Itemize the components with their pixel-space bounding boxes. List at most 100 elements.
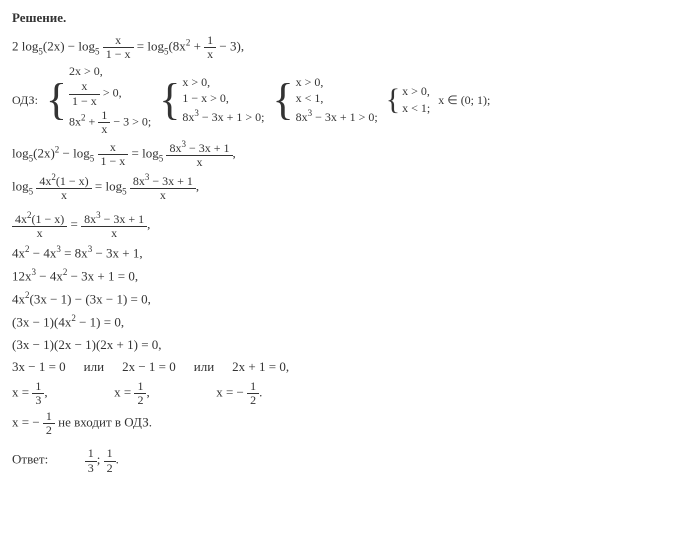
num: x xyxy=(69,80,100,93)
text: − log xyxy=(59,146,89,161)
brace-icon: { xyxy=(386,88,400,112)
text: , xyxy=(233,146,236,161)
fraction: 13 xyxy=(85,447,97,474)
text: (1 − x) xyxy=(32,212,65,226)
brace-group-3: { x > 0, x < 1, 8x3 − 3x + 1 > 0; xyxy=(272,75,377,126)
text: − 1) = 0, xyxy=(76,314,124,329)
den: x xyxy=(98,122,110,136)
den: 2 xyxy=(247,393,259,407)
text: (2x) − log xyxy=(43,38,95,53)
text: (3x − 1)(4x xyxy=(12,314,71,329)
num: 8x3 − 3x + 1 xyxy=(130,173,196,188)
equation-6: 12x3 − 4x2 − 3x + 1 = 0, xyxy=(12,266,684,286)
num: 1 xyxy=(247,380,259,393)
text: − 3x + 1, xyxy=(92,246,142,261)
num: 1 xyxy=(43,410,55,423)
text: x1 − x > 0, xyxy=(69,80,151,107)
den: 1 − x xyxy=(98,154,129,168)
text: не входит в ОДЗ. xyxy=(55,415,152,430)
text: log xyxy=(12,146,29,161)
brace-group-2: { x > 0, 1 − x > 0, 8x3 − 3x + 1 > 0; xyxy=(159,75,264,126)
text: 4x xyxy=(39,174,51,188)
fraction: 13 xyxy=(32,380,44,407)
fraction: 12 xyxy=(43,410,55,437)
text: x < 1; xyxy=(402,101,430,117)
den: 3 xyxy=(32,393,44,407)
text: = log xyxy=(95,178,122,193)
text: , xyxy=(196,178,199,193)
num: 8x3 − 3x + 1 xyxy=(166,140,232,155)
text: x > 0, xyxy=(402,84,430,100)
num: x xyxy=(103,34,134,47)
num: 4x2(1 − x) xyxy=(12,211,67,226)
text: ; xyxy=(97,452,104,467)
text: − 3x + 1 xyxy=(101,212,145,226)
equation-10: 3x − 1 = 0или2x − 1 = 0или2x + 1 = 0, xyxy=(12,357,684,377)
text: x = xyxy=(114,384,134,399)
text: − 3x + 1 > 0; xyxy=(199,110,265,124)
equation-9: (3x − 1)(2x − 1)(2x + 1) = 0, xyxy=(12,335,684,355)
text: 4x xyxy=(15,212,27,226)
fraction: 12 xyxy=(247,380,259,407)
text: 3x − 1 = 0 xyxy=(12,359,66,374)
text: x < 1, xyxy=(296,91,378,107)
num: 1 xyxy=(204,34,216,47)
exclusion: x = − 12 не входит в ОДЗ. xyxy=(12,410,684,437)
text: (1 − x) xyxy=(56,174,89,188)
text: 8x xyxy=(69,114,81,128)
text: 8x xyxy=(182,110,194,124)
den: 1 − x xyxy=(103,47,134,61)
den: x xyxy=(81,226,147,240)
text: 4x xyxy=(12,246,25,261)
num: x xyxy=(98,141,129,154)
text: − 4x xyxy=(30,246,57,261)
fraction: 8x3 − 3x + 1x xyxy=(81,211,147,240)
brace-icon: { xyxy=(159,82,180,117)
text: x > 0, xyxy=(182,75,264,91)
sub: 5 xyxy=(95,46,100,56)
brace-icon: { xyxy=(46,82,67,117)
brace-group-1: { 2x > 0, x1 − x > 0, 8x2 + 1x − 3 > 0; xyxy=(46,64,151,136)
text: − 3 > 0; xyxy=(110,114,151,128)
text: 4x xyxy=(12,291,25,306)
num: 1 xyxy=(98,109,110,122)
text: − 4x xyxy=(36,269,63,284)
text: x = − xyxy=(216,384,247,399)
sub: 5 xyxy=(159,153,164,163)
brace-icon: { xyxy=(272,82,293,117)
text: . xyxy=(116,452,119,467)
text: , xyxy=(44,384,47,399)
text: 8x2 + 1x − 3 > 0; xyxy=(69,109,151,136)
den: x xyxy=(36,188,91,202)
solutions-row: x = 13, x = 12, x = − 12. xyxy=(12,380,684,407)
text: (3x − 1) − (3x − 1) = 0, xyxy=(30,291,151,306)
text: − 3x + 1 > 0; xyxy=(312,110,378,124)
fraction: 8x3 − 3x + 1x xyxy=(166,140,232,169)
text: (2x) xyxy=(33,146,55,161)
odz-label: ОДЗ: xyxy=(12,91,38,109)
text: = log xyxy=(132,146,159,161)
text: , xyxy=(146,384,149,399)
text: x = − xyxy=(12,415,43,430)
text: = 8x xyxy=(61,246,88,261)
text: x > 0, xyxy=(296,75,378,91)
equation-5: 4x2 − 4x3 = 8x3 − 3x + 1, xyxy=(12,243,684,263)
fraction: 12 xyxy=(104,447,116,474)
text: 2x > 0, xyxy=(69,64,151,80)
equation-3: log5 4x2(1 − x)x = log5 8x3 − 3x + 1x, xyxy=(12,173,684,202)
sub: 5 xyxy=(122,186,127,196)
interval: x ∈ (0; 1); xyxy=(438,91,490,109)
fraction: x1 − x xyxy=(103,34,134,61)
den: x xyxy=(130,188,196,202)
text: 8x xyxy=(84,212,96,226)
fraction: 4x2(1 − x)x xyxy=(12,211,67,240)
solution-heading: Решение. xyxy=(12,8,684,28)
text: 12x xyxy=(12,269,32,284)
num: 4x2(1 − x) xyxy=(36,173,91,188)
text: x = xyxy=(12,384,32,399)
or-text: или xyxy=(194,359,214,374)
equation-1: 2 log5(2x) − log5 x1 − x = log5(8x2 + 1x… xyxy=(12,34,684,61)
text: 8x xyxy=(133,174,145,188)
num: 1 xyxy=(104,447,116,460)
equation-2: log5(2x)2 − log5 x1 − x = log5 8x3 − 3x … xyxy=(12,140,684,169)
